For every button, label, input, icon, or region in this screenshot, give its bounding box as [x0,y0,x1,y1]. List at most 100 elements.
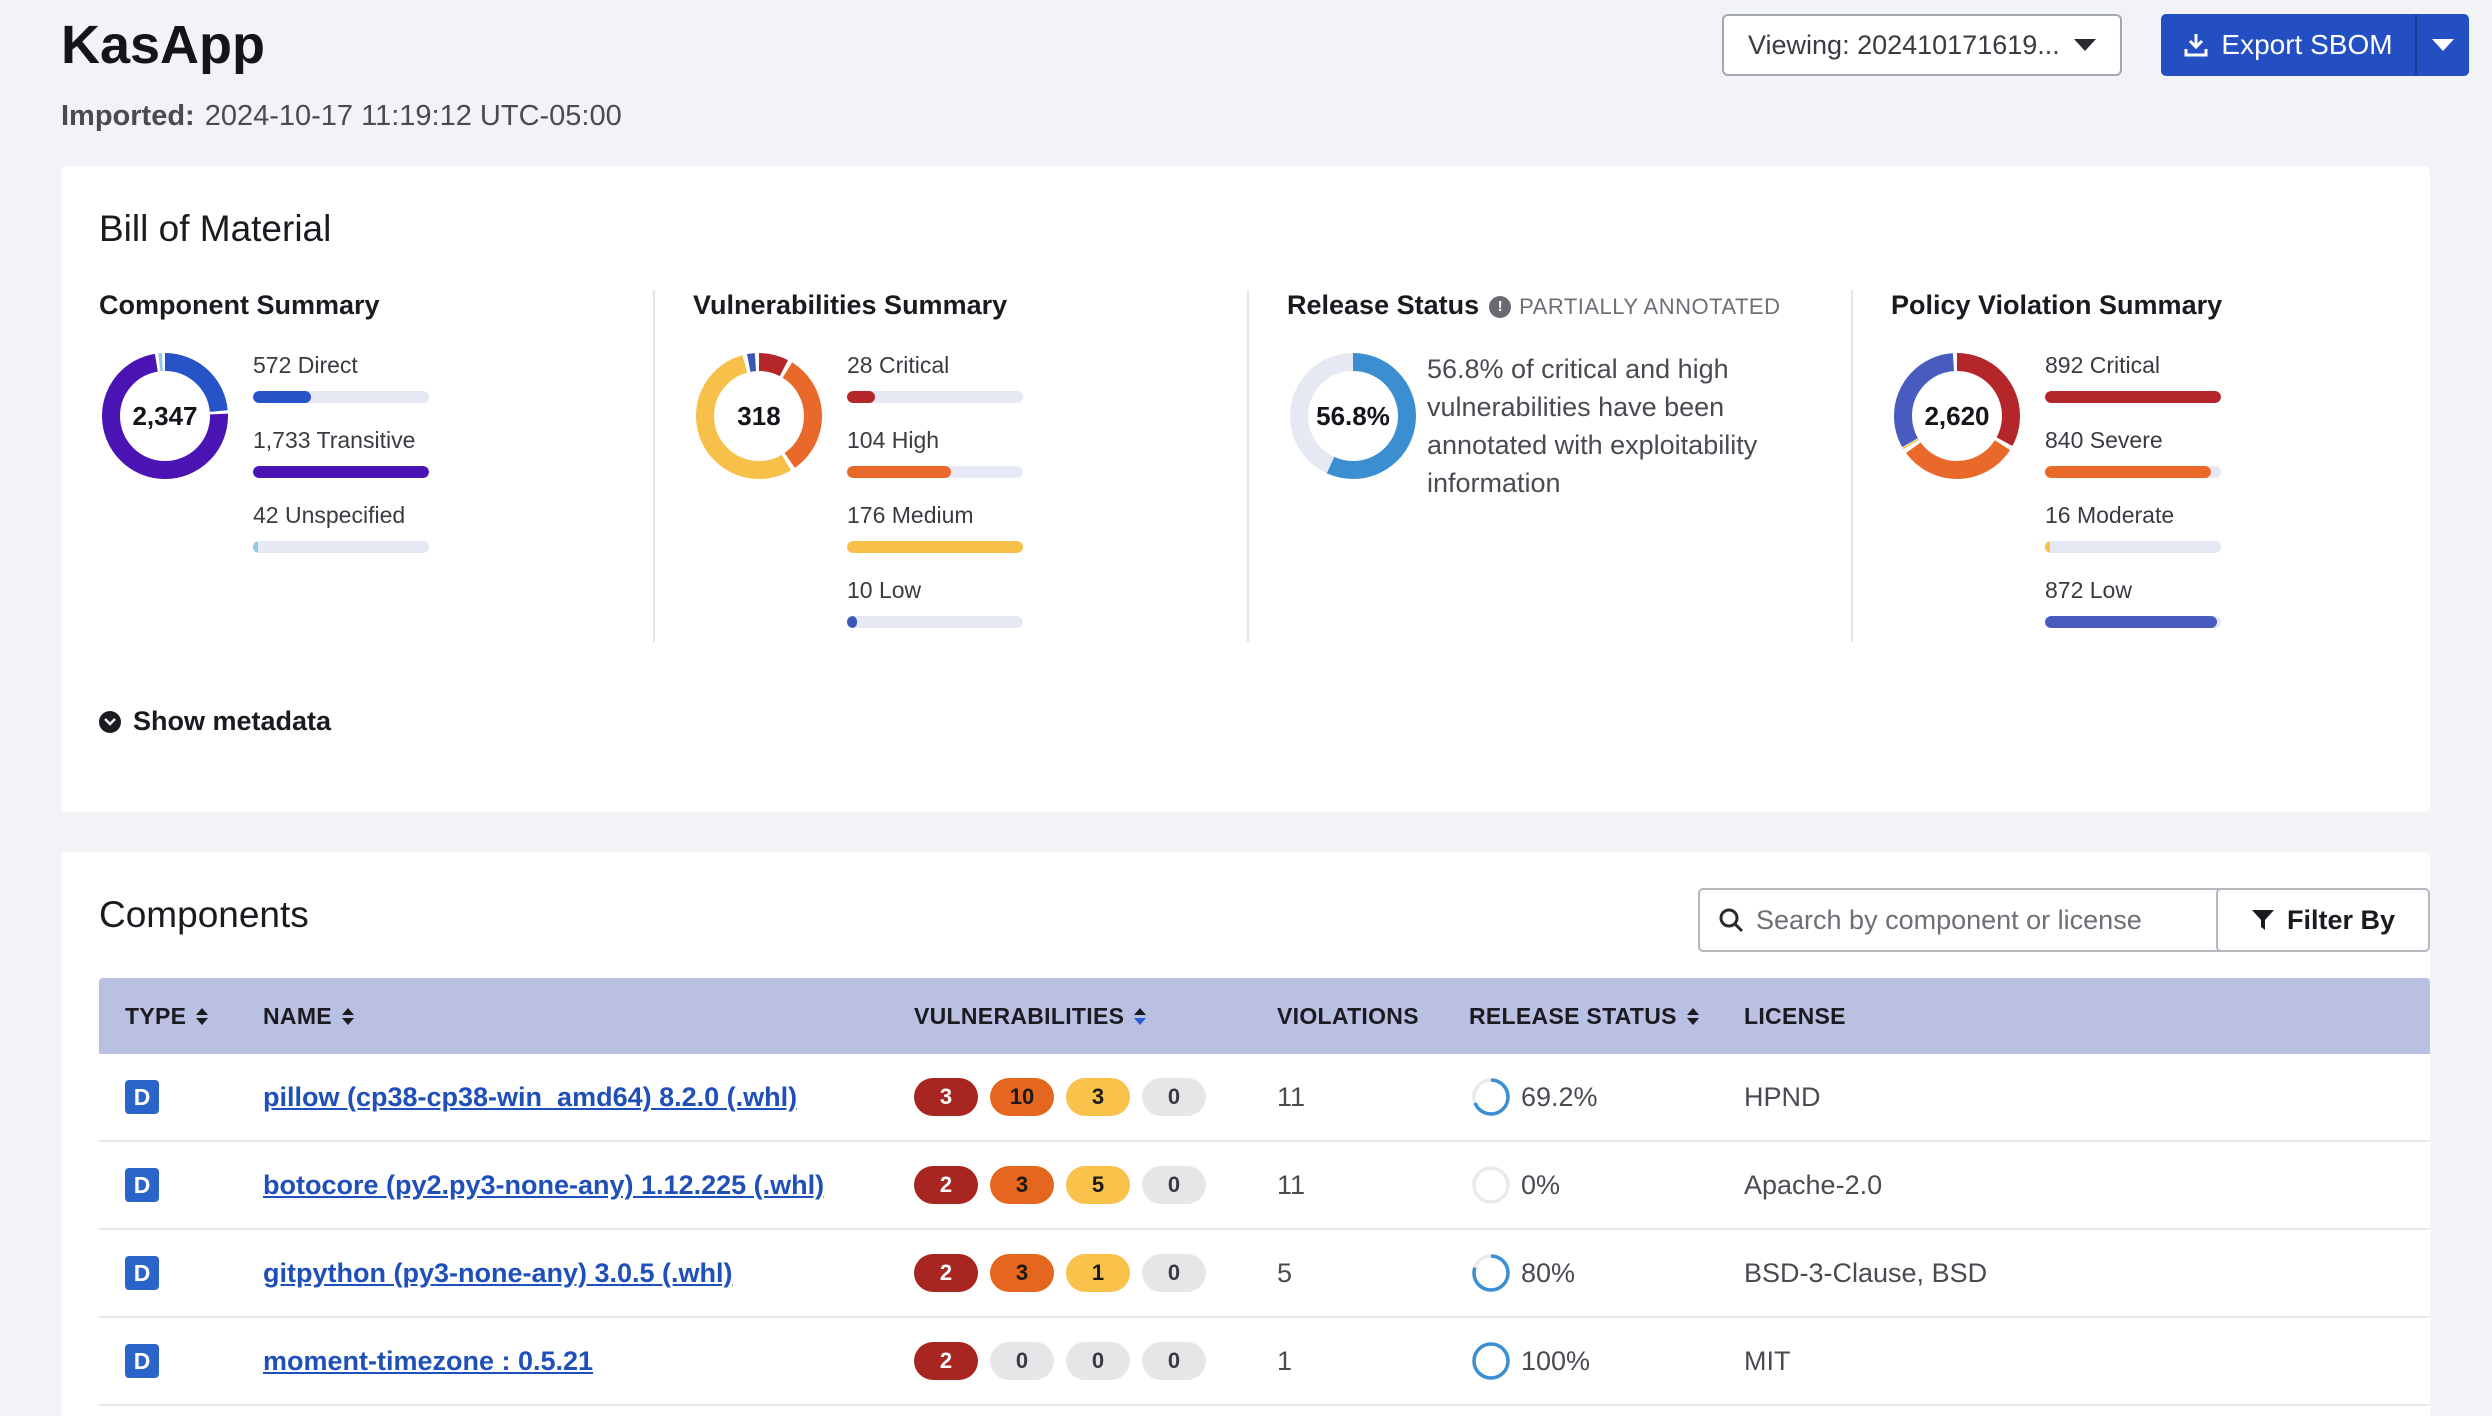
release-status-summary: Release Status! PARTIALLY ANNOTATED 56.8%… [1287,290,1847,642]
low-count-badge: 0 [1142,1254,1206,1292]
violations-cell: 1 [1277,1345,1293,1376]
name-cell: gitpython (py3-none-any) 3.0.5 (.whl) [263,1230,733,1316]
column-header-release-status[interactable]: RELEASE STATUS [1469,978,1699,1054]
release-status-description: 56.8% of critical and high vulnerabiliti… [1427,354,1758,498]
divider [1851,290,1853,642]
critical-count-badge: 2 [914,1254,978,1292]
donut-segment [1894,353,2020,479]
donut-segment [696,353,822,479]
filter-by-button[interactable]: Filter By [2216,888,2430,952]
release-progress-ring [1472,1342,1510,1380]
release-status-title: Release Status [1287,290,1480,320]
release-progress-ring [1472,1078,1510,1116]
show-metadata-label: Show metadata [133,706,332,736]
legend-label: 42 Unspecified [253,502,406,528]
info-icon[interactable]: ! [1489,295,1512,318]
sort-icon [341,1007,354,1025]
policy-violation-legend: 892 Critical 840 Severe 16 Moderate 872 Low [2045,352,2225,652]
donut-segment [102,353,228,479]
column-label: VIOLATIONS [1277,1002,1419,1029]
search-input[interactable] [1756,904,2218,936]
legend-bar-fill [253,391,312,403]
type-cell: D [125,1142,159,1228]
component-name-link[interactable]: gitpython (py3-none-any) 3.0.5 (.whl) [263,1257,733,1288]
legend-bar [253,391,429,403]
component-name-link[interactable]: botocore (py2.py3-none-any) 1.12.225 (.w… [263,1169,825,1200]
release-status-donut [1290,353,1416,479]
violations-cell: 5 [1277,1257,1293,1288]
show-metadata-toggle[interactable]: Show metadata [99,706,331,737]
legend-bar-fill [253,466,429,478]
partially-annotated-note: PARTIALLY ANNOTATED [1519,294,1781,319]
legend-label: 892 Critical [2045,352,2161,378]
export-sbom-button[interactable]: Export SBOM [2161,14,2415,76]
medium-count-badge: 0 [1066,1342,1130,1380]
type-cell: D [125,1318,159,1404]
legend-label: 104 High [847,427,940,453]
legend-label: 572 Direct [253,352,358,378]
component-name-link[interactable]: pillow (cp38-cp38-win_amd64) 8.2.0 (.whl… [263,1081,798,1112]
release-percent: 0% [1521,1169,1561,1200]
legend-bar-fill [2045,391,2221,403]
medium-count-badge: 3 [1066,1078,1130,1116]
legend-label: 840 Severe [2045,427,2163,453]
legend-item: 892 Critical [2045,352,2225,427]
donut-segment [696,353,822,479]
column-header-type[interactable]: TYPE [125,978,209,1054]
component-name-link[interactable]: moment-timezone : 0.5.21 [263,1345,594,1376]
policy-violation-summary: Policy Violation Summary 2,620 892 Criti… [1891,290,2411,642]
components-table: TYPE NAME VULNERABILITIES VIOLATIONS REL… [99,978,2430,1406]
legend-item: 10 Low [847,577,1027,652]
column-header-name[interactable]: NAME [263,978,354,1054]
name-cell: pillow (cp38-cp38-win_amd64) 8.2.0 (.whl… [263,1054,797,1140]
app-title: KasApp [61,15,266,75]
policy-violation-total: 2,620 [1924,400,1990,431]
filter-icon [2251,910,2274,930]
critical-count-badge: 3 [914,1078,978,1116]
name-cell: moment-timezone : 0.5.21 [263,1318,593,1404]
column-label: VULNERABILITIES [914,1002,1125,1029]
component-summary: Component Summary 2,347 572 Direct 1,733 … [99,290,639,642]
vulnerabilities-summary-title: Vulnerabilities Summary [693,290,1008,320]
legend-bar [2045,466,2221,478]
legend-bar [2045,616,2221,628]
violations-cell: 11 [1277,1169,1306,1200]
bill-of-material-card: Bill of Material Component Summary 2,347… [61,166,2430,812]
imported-value: 2024-10-17 11:19:12 UTC-05:00 [204,100,622,132]
column-header-vulnerabilities[interactable]: VULNERABILITIES [914,978,1147,1054]
column-label: TYPE [125,1002,187,1029]
type-cell: D [125,1230,159,1316]
legend-bar-fill [2045,541,2051,553]
vulnerabilities-legend: 28 Critical 104 High 176 Medium 10 Low [847,352,1027,652]
bom-title: Bill of Material [99,208,332,249]
donut-segment [1290,353,1416,479]
legend-item: 28 Critical [847,352,1027,427]
legend-label: 10 Low [847,577,922,603]
legend-item: 1,733 Transitive [253,427,433,502]
legend-item: 42 Unspecified [253,502,433,577]
legend-item: 16 Moderate [2045,502,2225,577]
legend-item: 176 Medium [847,502,1027,577]
legend-bar [847,466,1023,478]
type-badge: D [125,1256,159,1290]
viewing-label: Viewing: 202410171619... [1748,29,2060,60]
release-status-cell: 80% [1469,1230,1575,1316]
column-header-license: LICENSE [1744,978,1846,1054]
legend-label: 176 Medium [847,502,974,528]
license-cell: MIT [1744,1345,1791,1376]
legend-bar-fill [847,541,1023,553]
export-options-toggle[interactable] [2415,14,2469,76]
donut-segment [1894,353,2020,479]
chevron-down-icon [2432,39,2454,51]
legend-bar-fill [2045,616,2218,628]
low-count-badge: 0 [1142,1166,1206,1204]
legend-bar-fill [847,466,951,478]
legend-bar-fill [2045,466,2211,478]
critical-count-badge: 2 [914,1166,978,1204]
viewing-dropdown[interactable]: Viewing: 202410171619... [1722,14,2122,76]
legend-bar [253,466,429,478]
